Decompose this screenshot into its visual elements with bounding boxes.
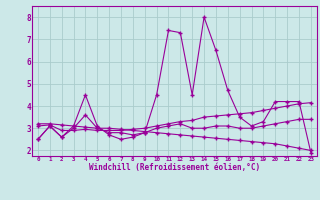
X-axis label: Windchill (Refroidissement éolien,°C): Windchill (Refroidissement éolien,°C) [89,163,260,172]
